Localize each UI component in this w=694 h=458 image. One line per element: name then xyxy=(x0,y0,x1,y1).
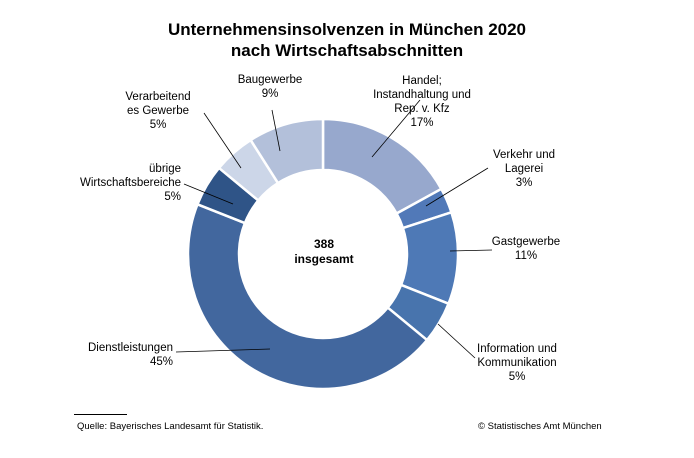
slice-name-line: Verarbeitend xyxy=(125,91,190,103)
leader-line-2 xyxy=(425,167,489,207)
slice-value-label: 17% xyxy=(410,117,433,129)
slice-name-line: Handel; xyxy=(402,75,442,87)
slice-label-8: Baugewerbe 9% xyxy=(238,74,303,100)
leader-line-6 xyxy=(183,183,234,205)
slice-value-label: 45% xyxy=(150,356,173,368)
slice-label-4: Information und Kommunikation 5% xyxy=(477,343,557,383)
leader-line-3 xyxy=(449,249,493,252)
leader-line-8 xyxy=(271,109,281,152)
chart-title-line-2: nach Wirtschaftsabschnitten xyxy=(230,41,464,60)
slice-value-label: 9% xyxy=(262,88,279,100)
slice-label-7: Verarbeitend es Gewerbe 5% xyxy=(125,91,190,131)
slice-name-line: Kommunikation xyxy=(477,357,556,369)
chart-title-line-1: Unternehmensinsolvenzen in München 2020 xyxy=(167,20,527,39)
slice-name-line: Instandhaltung und xyxy=(373,89,471,101)
slice-value-label: 5% xyxy=(164,191,181,203)
leader-line-4 xyxy=(437,323,476,359)
slice-8 xyxy=(249,117,325,185)
leader-line-1 xyxy=(371,99,421,158)
slice-labels: Handel; Instandhaltung und Rep. v. Kfz 17% V… xyxy=(80,74,560,383)
slice-name-line: es Gewerbe xyxy=(127,105,189,117)
donut-slices xyxy=(186,117,460,391)
leader-line-5 xyxy=(175,348,271,353)
slice-label-3: Gastgewerbe 11% xyxy=(492,236,560,262)
slice-value-label: 5% xyxy=(509,371,526,383)
slice-label-1: Handel; Instandhaltung und Rep. v. Kfz 17% xyxy=(373,75,471,129)
slice-name-line: Verkehr und xyxy=(493,149,555,161)
slice-name-line: Information und xyxy=(477,343,557,355)
center-total-label: insgesamt xyxy=(294,252,353,266)
slice-name-line: Wirtschaftsbereiche xyxy=(80,177,181,189)
slice-label-5: Dienstleistungen 45% xyxy=(88,342,173,368)
slice-5 xyxy=(186,203,429,391)
slice-name-line: Lagerei xyxy=(505,163,543,175)
source-note: Quelle: Bayerisches Landesamt für Statis… xyxy=(77,421,264,432)
leader-line-7 xyxy=(203,112,242,169)
leader-lines xyxy=(175,99,493,359)
slice-label-6: übrige Wirtschaftsbereiche 5% xyxy=(80,163,181,203)
slice-label-2: Verkehr und Lagerei 3% xyxy=(493,149,555,189)
slice-value-label: 3% xyxy=(516,177,533,189)
slice-name-line: übrige xyxy=(149,163,181,175)
slice-name-line: Rep. v. Kfz xyxy=(394,103,450,115)
center-total-value: 388 xyxy=(314,237,334,251)
chart-title: Unternehmensinsolvenzen in München 2020 … xyxy=(0,19,694,61)
source-rule xyxy=(74,414,127,415)
copyright-note: © Statistisches Amt München xyxy=(478,421,602,432)
slice-value-label: 11% xyxy=(515,250,537,262)
slice-name-line: Baugewerbe xyxy=(238,74,303,86)
slice-name-line: Gastgewerbe xyxy=(492,236,560,248)
slice-value-label: 5% xyxy=(150,119,167,131)
slice-name-line: Dienstleistungen xyxy=(88,342,173,354)
